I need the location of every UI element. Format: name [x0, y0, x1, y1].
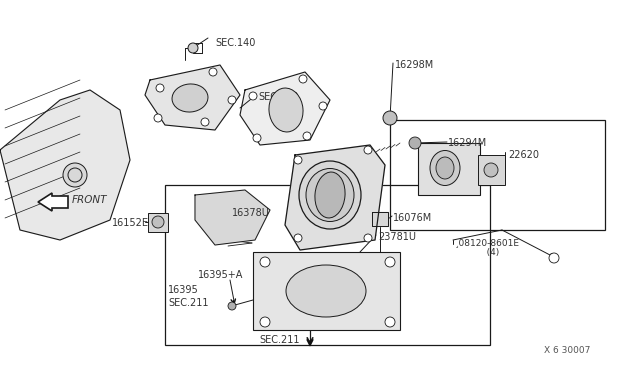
Bar	[418, 143, 480, 195]
Circle shape	[409, 137, 421, 149]
Circle shape	[154, 114, 162, 122]
Circle shape	[364, 146, 372, 154]
Bar	[253, 252, 400, 330]
FancyArrow shape	[38, 193, 68, 211]
Text: 16395: 16395	[168, 285, 199, 295]
Text: SEC.140: SEC.140	[258, 92, 298, 102]
Circle shape	[260, 317, 270, 327]
Ellipse shape	[430, 151, 460, 186]
Circle shape	[188, 43, 198, 53]
Bar	[165, 185, 490, 345]
Text: 16378U: 16378U	[232, 208, 270, 218]
Bar	[478, 155, 505, 185]
Text: SEC.211: SEC.211	[260, 335, 300, 345]
Text: 16395+A: 16395+A	[198, 270, 243, 280]
Circle shape	[253, 134, 261, 142]
Polygon shape	[0, 90, 130, 240]
Circle shape	[303, 132, 311, 140]
Text: SEC.140: SEC.140	[215, 38, 255, 48]
Text: 16294M: 16294M	[448, 138, 487, 148]
Text: X 6 30007: X 6 30007	[543, 346, 590, 355]
Circle shape	[68, 168, 82, 182]
Text: 23781U: 23781U	[378, 232, 416, 242]
Bar	[390, 120, 605, 230]
Circle shape	[549, 253, 559, 263]
Circle shape	[385, 317, 395, 327]
Circle shape	[260, 257, 270, 267]
Ellipse shape	[315, 172, 345, 218]
Circle shape	[209, 68, 217, 76]
Text: FRONT: FRONT	[72, 195, 108, 205]
Ellipse shape	[286, 265, 366, 317]
Bar	[148, 213, 168, 232]
Circle shape	[228, 302, 236, 310]
Circle shape	[385, 257, 395, 267]
Text: SEC.211: SEC.211	[168, 298, 209, 308]
Polygon shape	[195, 190, 270, 245]
Polygon shape	[285, 145, 385, 250]
Ellipse shape	[269, 88, 303, 132]
Circle shape	[484, 163, 498, 177]
Polygon shape	[372, 212, 388, 226]
Text: 22620: 22620	[508, 150, 539, 160]
Ellipse shape	[172, 84, 208, 112]
Circle shape	[63, 163, 87, 187]
Text: 16298M: 16298M	[395, 60, 435, 70]
Circle shape	[201, 118, 209, 126]
Text: 16152E: 16152E	[112, 218, 149, 228]
Circle shape	[294, 156, 302, 164]
Text: ¸08120-8601E
           (4): ¸08120-8601E (4)	[455, 238, 520, 257]
Circle shape	[383, 111, 397, 125]
Circle shape	[152, 216, 164, 228]
Ellipse shape	[306, 169, 354, 221]
Text: 16076M: 16076M	[393, 213, 432, 223]
Text: B: B	[549, 253, 555, 263]
Circle shape	[294, 234, 302, 242]
Circle shape	[319, 102, 327, 110]
Circle shape	[364, 234, 372, 242]
Circle shape	[156, 84, 164, 92]
Ellipse shape	[436, 157, 454, 179]
Circle shape	[249, 92, 257, 100]
Circle shape	[299, 75, 307, 83]
Ellipse shape	[299, 161, 361, 229]
Polygon shape	[240, 72, 330, 145]
Circle shape	[228, 96, 236, 104]
Polygon shape	[145, 65, 240, 130]
